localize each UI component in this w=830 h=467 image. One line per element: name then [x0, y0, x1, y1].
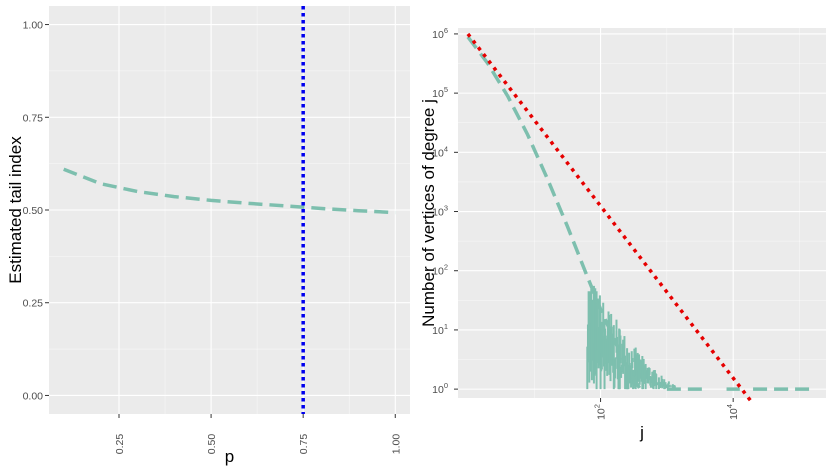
right-plot-panel [458, 28, 826, 398]
left-x-tick-label: 0.50 [206, 434, 218, 455]
right-x-axis-title: j [639, 423, 644, 442]
left-x-tick-label: 0.25 [114, 434, 126, 455]
left-x-tick-label: 1.00 [390, 434, 402, 455]
right-y-axis-title: Number of vertices of degree j [419, 99, 438, 327]
left-y-axis: 0.00 0.25 0.50 0.75 1.00 [23, 20, 49, 402]
left-x-axis-title: p [225, 447, 234, 466]
degree-distribution-line [466, 35, 642, 391]
power-law-fit-line [466, 32, 755, 405]
right-x-tick-label: 104 [725, 404, 740, 420]
left-x-tick-label: 0.75 [298, 434, 310, 455]
right-series-layer [466, 32, 813, 405]
left-y-tick-label: 0.25 [23, 298, 44, 310]
left-y-tick-label: 1.00 [23, 20, 44, 32]
left-y-tick-label: 0.00 [23, 390, 44, 402]
right-y-tick-label: 106 [432, 26, 448, 41]
left-x-axis: 0.25 0.50 0.75 1.00 [114, 414, 402, 454]
right-x-axis: 102 104 [593, 398, 740, 420]
right-y-tick-label: 105 [432, 85, 448, 100]
left-y-axis-title: Estimated tail index [6, 136, 25, 284]
tail-index-line [63, 167, 396, 215]
left-gridlines [49, 6, 410, 414]
right-y-tick-label: 100 [432, 381, 448, 396]
right-x-tick-label: 102 [593, 404, 608, 420]
left-y-tick-label: 0.75 [23, 112, 44, 124]
left-y-tick-label: 0.50 [23, 205, 44, 217]
left-chart: 0.25 0.50 0.75 1.00 0.000.250.500.751.00 p … [6, 6, 410, 466]
left-series-layer [63, 6, 396, 414]
